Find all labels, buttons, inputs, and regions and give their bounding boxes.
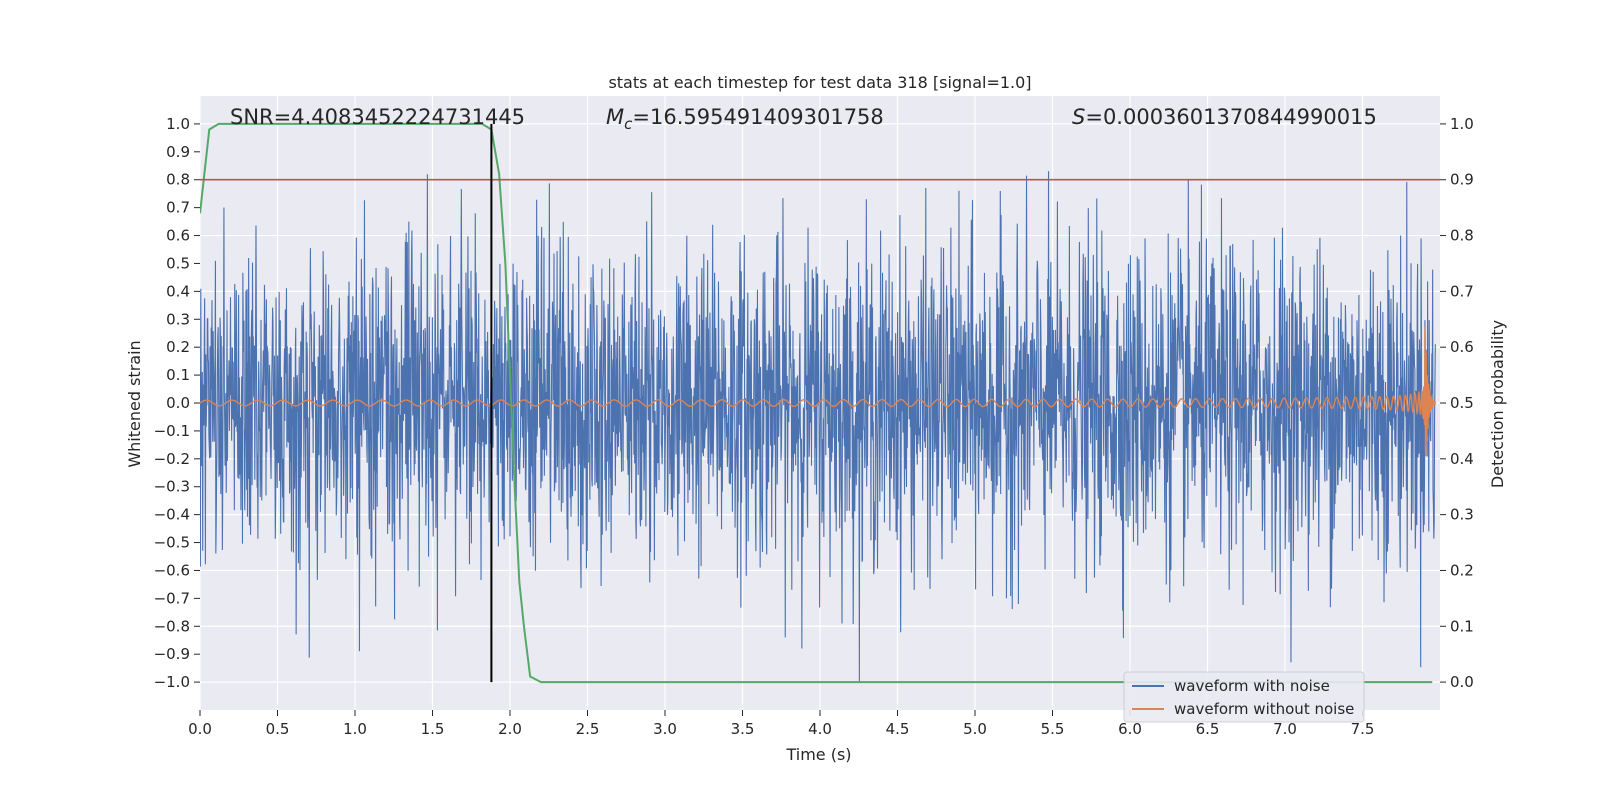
- x-tick-label: 1.5: [421, 720, 445, 738]
- x-axis: 0.0 0.5 1.0 1.5 2.0 2.5 3.0 3.5 4.0 4.5 5.0 5.5 6.0 6…: [188, 710, 1374, 738]
- s-value: =0.0003601370844990015: [1085, 105, 1377, 129]
- y-tick-label-left: −0.8: [154, 617, 190, 635]
- y-tick-label-right: 0.4: [1450, 450, 1474, 468]
- y-tick-label-left: −0.5: [154, 534, 190, 552]
- y-tick-label-left: −0.4: [154, 506, 190, 524]
- y-tick-label-right: 0.3: [1450, 506, 1474, 524]
- y-tick-label-left: 0.6: [166, 227, 190, 245]
- chirp-mass-annotation: Mc=16.595491409301758: [606, 105, 884, 133]
- x-tick-label: 2.5: [576, 720, 600, 738]
- legend-box: [1123, 671, 1365, 723]
- y-tick-label-right: 0.5: [1450, 394, 1474, 412]
- left-y-axis: 1.0 0.9 0.8 0.7 0.6 0.5 0.4 0.3 0.2 0.1 0.0 −0.1 −0.…: [154, 115, 200, 691]
- y-tick-label-right: 0.2: [1450, 561, 1474, 579]
- y-tick-label-left: 0.9: [166, 143, 190, 161]
- y-tick-label-left: 0.4: [166, 282, 190, 300]
- x-tick-label: 4.5: [886, 720, 910, 738]
- noise-line: [200, 171, 1436, 683]
- y-tick-label-right: 0.0: [1450, 673, 1474, 691]
- probability-line: [200, 122, 1433, 684]
- s-symbol: S: [1072, 105, 1085, 129]
- x-tick-label: 7.5: [1351, 720, 1375, 738]
- right-y-axis: 1.0 0.9 0.8 0.7 0.6 0.5 0.4 0.3 0.2 0.1 0.0: [1440, 115, 1474, 691]
- y-tick-label-right: 0.9: [1450, 171, 1474, 189]
- chirp-line: [200, 327, 1437, 457]
- x-tick-label: 0.5: [266, 720, 290, 738]
- x-tick-label: 6.0: [1118, 720, 1142, 738]
- s-annotation: S=0.0003601370844990015: [1072, 105, 1377, 129]
- y-tick-label-right: 0.8: [1450, 227, 1474, 245]
- x-tick-label: 1.0: [343, 720, 367, 738]
- y-tick-label-left: −0.7: [154, 589, 190, 607]
- y-tick-label-left: 0.8: [166, 171, 190, 189]
- y-tick-label-left: −0.6: [154, 561, 190, 579]
- x-tick-label: 6.5: [1196, 720, 1220, 738]
- legend: waveform with noise waveform without noi…: [1123, 671, 1365, 723]
- chart-title: stats at each timestep for test data 318…: [608, 73, 1031, 92]
- x-tick-label: 3.5: [731, 720, 755, 738]
- y-tick-label-left: 0.7: [166, 199, 190, 217]
- x-tick-label: 5.0: [963, 720, 987, 738]
- y-tick-label-right: 0.7: [1450, 282, 1474, 300]
- series-waveform-with-noise: [200, 171, 1436, 683]
- x-axis-label: Time (s): [785, 745, 851, 764]
- y-tick-label-left: −0.2: [154, 450, 190, 468]
- y-tick-label-left: 0.0: [166, 394, 190, 412]
- x-tick-label: 2.0: [498, 720, 522, 738]
- y-axis-label-left: Whitened strain: [125, 340, 144, 467]
- y-tick-label-left: −0.1: [154, 422, 190, 440]
- y-tick-label-right: 0.1: [1450, 617, 1474, 635]
- y-tick-label-left: −0.9: [154, 645, 190, 663]
- chirp-mass-value: =16.595491409301758: [632, 105, 883, 129]
- y-tick-label-left: 1.0: [166, 115, 190, 133]
- y-axis-label-right: Detection probability: [1488, 320, 1507, 488]
- chirp-mass-symbol: M: [606, 105, 624, 129]
- y-tick-label-right: 1.0: [1450, 115, 1474, 133]
- legend-label-clean: waveform without noise: [1174, 700, 1354, 718]
- y-tick-label-left: −0.3: [154, 478, 190, 496]
- chirp-mass-subscript: c: [624, 115, 633, 133]
- x-tick-label: 4.0: [808, 720, 832, 738]
- x-tick-label: 5.5: [1041, 720, 1065, 738]
- y-tick-label-left: 0.2: [166, 338, 190, 356]
- x-tick-label: 0.0: [188, 720, 212, 738]
- y-tick-label-left: 0.1: [166, 366, 190, 384]
- snr-annotation: SNR=4.4083452224731445: [230, 105, 525, 129]
- x-tick-label: 7.0: [1273, 720, 1297, 738]
- legend-label-noise: waveform with noise: [1174, 677, 1330, 695]
- y-tick-label-left: −1.0: [154, 673, 190, 691]
- x-tick-label: 3.0: [653, 720, 677, 738]
- y-tick-label-left: 0.5: [166, 254, 190, 272]
- series-waveform-without-noise: [200, 327, 1437, 457]
- overlays: [200, 123, 1440, 683]
- series-detection-probability: [200, 122, 1433, 684]
- y-tick-label-left: 0.3: [166, 310, 190, 328]
- y-tick-label-right: 0.6: [1450, 338, 1474, 356]
